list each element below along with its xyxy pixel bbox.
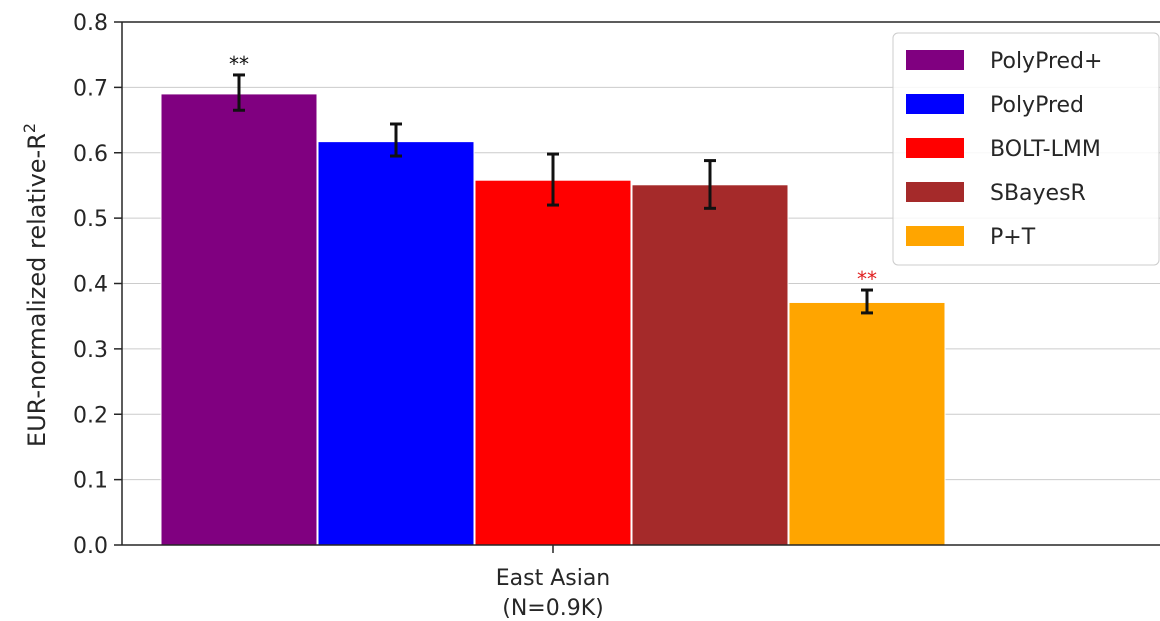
y-axis-label: EUR-normalized relative-R2 xyxy=(20,123,51,447)
error-bars xyxy=(233,73,873,315)
significance-annotations: ** ** xyxy=(229,52,877,291)
legend-label: SBayesR xyxy=(990,181,1086,206)
y-tick-label: 0.0 xyxy=(73,534,108,559)
bars xyxy=(160,93,946,546)
y-tick-label: 0.6 xyxy=(73,142,108,167)
y-tick-label: 0.7 xyxy=(73,76,108,101)
x-category-label: East Asian xyxy=(496,566,611,591)
y-tick-label: 0.8 xyxy=(73,11,108,36)
x-category-sublabel: (N=0.9K) xyxy=(502,596,603,621)
y-tick-label: 0.4 xyxy=(73,273,108,298)
y-tick-label: 0.1 xyxy=(73,469,108,494)
legend-label: PolyPred xyxy=(990,93,1084,118)
y-tick-label: 0.3 xyxy=(73,338,108,363)
legend-swatch xyxy=(906,182,964,202)
legend-frame xyxy=(892,32,1160,266)
legend-swatch xyxy=(906,94,964,114)
bar-p-t xyxy=(788,301,946,546)
legend-label: PolyPred+ xyxy=(990,49,1102,74)
x-categories: East Asian (N=0.9K) xyxy=(496,545,611,621)
legend-label: P+T xyxy=(990,225,1036,250)
y-tick-label: 0.5 xyxy=(73,207,108,232)
significance-stars: ** xyxy=(857,267,877,291)
legend-label: BOLT-LMM xyxy=(990,137,1101,162)
y-tick-label: 0.2 xyxy=(73,403,108,428)
legend-swatch xyxy=(906,226,964,246)
significance-stars: ** xyxy=(229,52,249,76)
bar-polypred xyxy=(317,141,475,546)
y-ticks: 0.0 0.1 0.2 0.3 0.4 0.5 0.6 0.7 0.8 xyxy=(73,11,122,559)
bar-sbayesr xyxy=(631,184,789,546)
legend: PolyPred+ PolyPred BOLT-LMM SBayesR P+T xyxy=(892,32,1160,266)
legend-swatch xyxy=(906,50,964,70)
bar-bolt-lmm xyxy=(474,179,632,546)
legend-swatch xyxy=(906,138,964,158)
bar-polypred- xyxy=(160,93,318,546)
